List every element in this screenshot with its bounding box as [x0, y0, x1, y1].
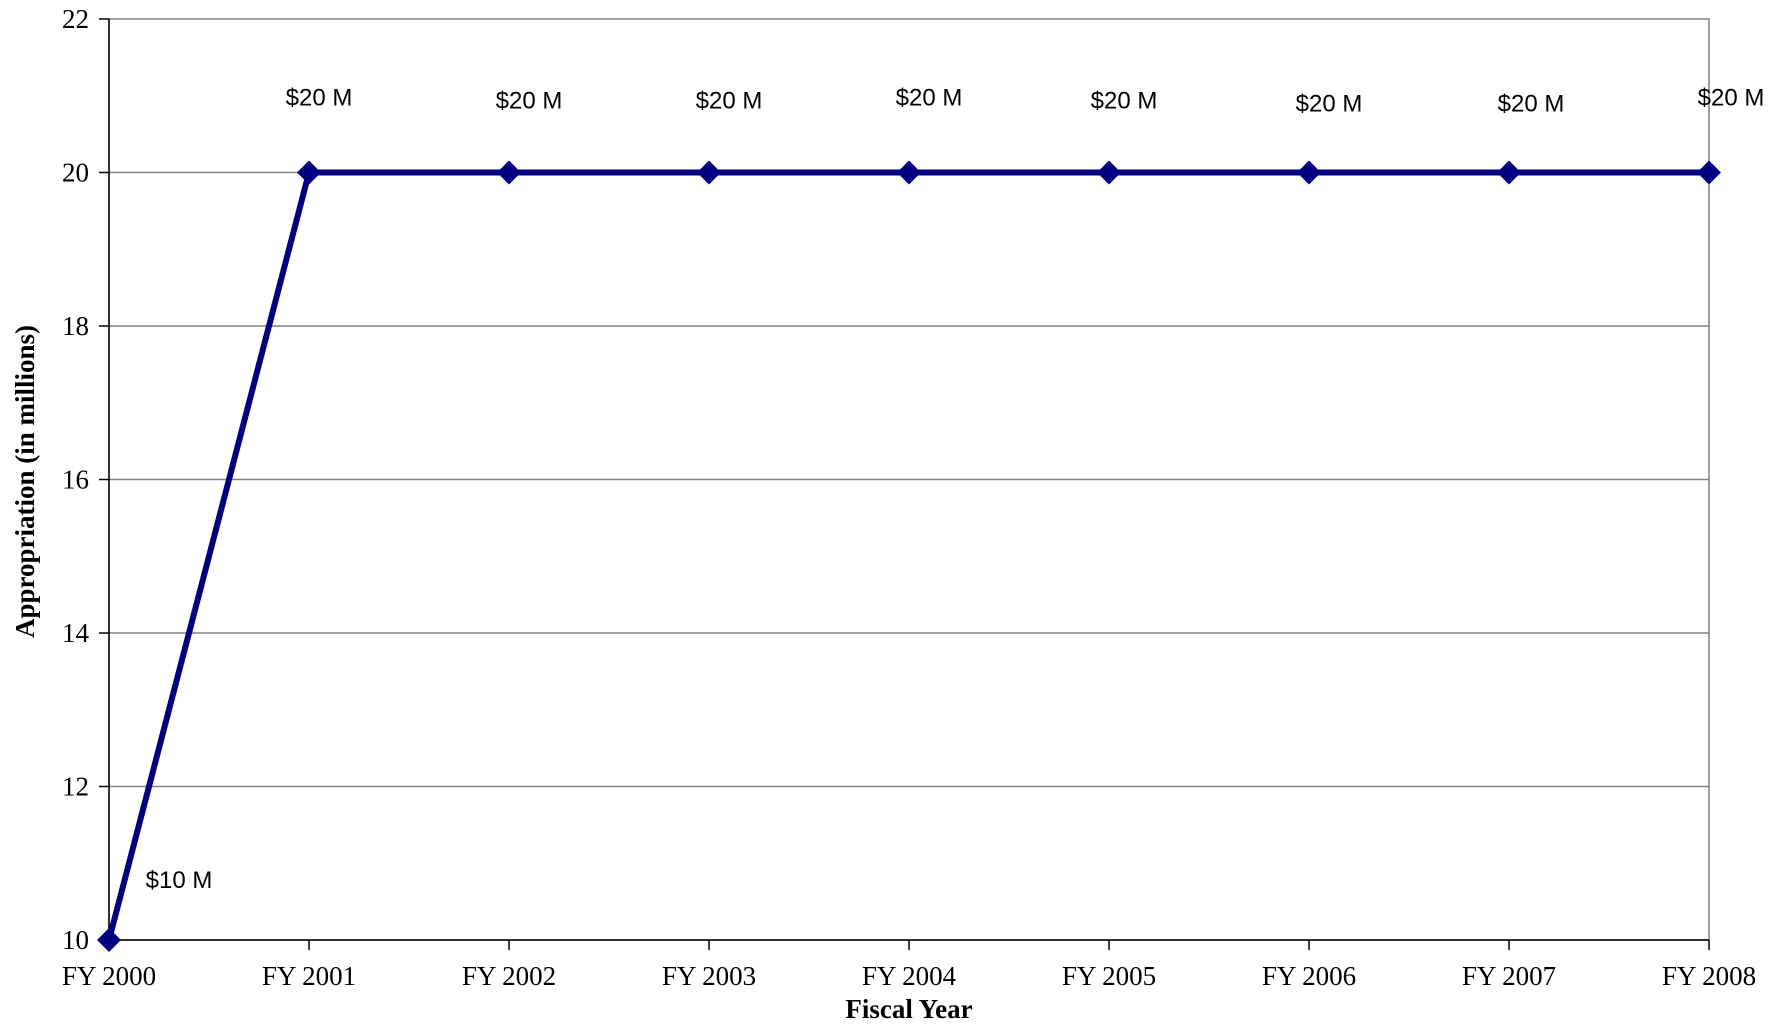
y-tick-label: 20	[62, 158, 89, 188]
data-point-marker	[1097, 160, 1121, 185]
data-label: $20 M	[696, 88, 763, 115]
x-axis-title: Fiscal Year	[845, 994, 972, 1024]
data-point-marker	[297, 160, 321, 185]
series-line	[106, 169, 1709, 941]
data-point-marker	[497, 160, 521, 185]
x-tick-label: FY 2001	[262, 961, 356, 991]
data-label: $20 M	[1698, 85, 1765, 112]
data-point-marker	[1497, 160, 1521, 185]
x-tick-label: FY 2005	[1062, 961, 1156, 991]
data-label: $20 M	[896, 85, 963, 112]
x-tick-label: FY 2002	[462, 961, 556, 991]
data-label: $20 M	[1498, 91, 1565, 118]
x-tick-labels: FY 2000 FY 2001 FY 2002 FY 2003 FY 2004 FY 20…	[62, 961, 1756, 991]
gridlines	[109, 171, 1709, 788]
data-labels: $10 M $20 M $20 M $20 M $20 M $20 M $20 M $20 M…	[146, 85, 1765, 895]
y-tick-label: 12	[62, 772, 89, 802]
data-label: $20 M	[1296, 91, 1363, 118]
x-tick-label: FY 2000	[62, 961, 156, 991]
data-label: $10 M	[146, 867, 213, 894]
x-tick-label: FY 2003	[662, 961, 756, 991]
data-point-marker	[1697, 160, 1721, 185]
y-tick-label: 14	[62, 618, 90, 648]
y-tick-label: 22	[62, 4, 89, 34]
data-point-marker	[897, 160, 921, 185]
data-label: $20 M	[496, 88, 563, 115]
data-label: $20 M	[286, 85, 353, 112]
y-tick-label: 16	[62, 465, 89, 495]
data-point-marker	[697, 160, 721, 185]
y-axis-title: Appropriation (in millions)	[10, 325, 40, 638]
x-tick-label: FY 2004	[862, 961, 957, 991]
x-tick-label: FY 2007	[1462, 961, 1556, 991]
axes	[99, 18, 1710, 950]
data-point-marker	[1297, 160, 1321, 185]
data-point-marker	[97, 928, 121, 952]
x-tick-label: FY 2006	[1262, 961, 1356, 991]
y-tick-labels: 10 12 14 16 18 20 22	[62, 4, 90, 955]
y-tick-label: 18	[62, 311, 89, 341]
series-group	[97, 160, 1721, 952]
x-tick-label: FY 2008	[1662, 961, 1756, 991]
y-tick-label: 10	[62, 925, 89, 955]
data-label: $20 M	[1091, 88, 1158, 115]
